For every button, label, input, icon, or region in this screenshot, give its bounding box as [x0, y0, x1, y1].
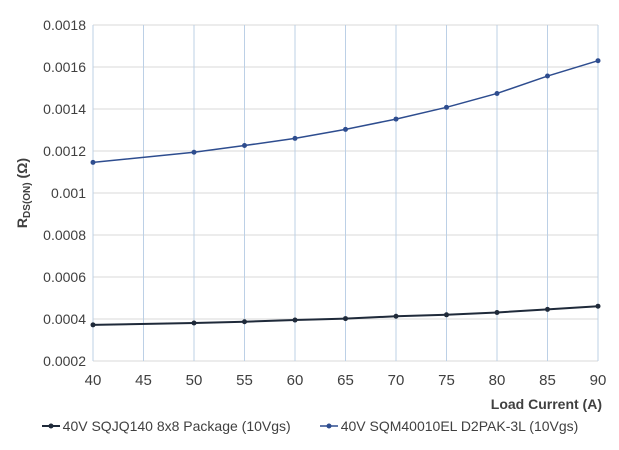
data-point	[494, 309, 500, 315]
x-tick-label: 65	[337, 372, 354, 389]
data-point	[242, 143, 247, 149]
y-tick-label: 0.0012	[43, 143, 86, 159]
y-tick-label: 0.0008	[43, 227, 86, 243]
data-point	[444, 104, 449, 110]
legend-label: 40V SQJQ140 8x8 Package (10Vgs)	[62, 418, 291, 434]
data-point	[191, 149, 197, 155]
data-point	[595, 303, 601, 309]
y-tick-label: 0.0016	[43, 59, 86, 75]
data-point	[595, 58, 601, 64]
data-point	[242, 319, 247, 325]
x-tick-label: 45	[135, 372, 152, 389]
x-tick-label: 70	[388, 372, 405, 389]
x-tick-label: 50	[186, 372, 203, 389]
x-tick-label: 55	[236, 372, 253, 389]
x-tick-label: 85	[539, 372, 556, 389]
legend: 40V SQJQ140 8x8 Package (10Vgs) 40V SQM4…	[0, 418, 619, 434]
data-point	[545, 73, 550, 79]
series-line-0	[92, 305, 599, 326]
data-point	[545, 306, 550, 312]
x-tick-label: 90	[590, 372, 607, 389]
data-point	[292, 135, 298, 141]
y-tick-label: 0.0006	[43, 269, 86, 285]
x-tick-label: 75	[438, 372, 455, 389]
data-point	[191, 320, 197, 326]
y-tick-label: 0.001	[51, 185, 86, 201]
y-tick-label: 0.0002	[43, 353, 86, 369]
legend-marker-icon	[319, 423, 338, 429]
legend-label: 40V SQM40010EL D2PAK-3L (10Vgs)	[340, 418, 579, 434]
x-tick-label: 40	[85, 372, 102, 389]
legend-marker-icon	[41, 423, 60, 429]
data-point	[292, 317, 298, 323]
data-point	[393, 313, 399, 319]
legend-item-sqm40010el: 40V SQM40010EL D2PAK-3L (10Vgs)	[319, 418, 579, 434]
data-point	[343, 126, 348, 132]
x-tick-label: 60	[287, 372, 304, 389]
data-point	[343, 316, 348, 322]
legend-item-sqjq140: 40V SQJQ140 8x8 Package (10Vgs)	[41, 418, 291, 434]
y-tick-label: 0.0018	[43, 17, 86, 33]
y-tick-label: 0.0014	[43, 101, 86, 117]
y-axis-label: RDS(ON) (Ω)	[14, 158, 33, 228]
data-point	[494, 90, 500, 96]
series-line-1	[92, 59, 599, 164]
x-axis-label: Load Current (A)	[491, 396, 602, 412]
data-point	[444, 312, 449, 318]
data-point	[90, 322, 96, 328]
data-point	[90, 159, 96, 165]
chart-plot: 0.0002 0.0004 0.0006 0.0008 0.001 0.0012 0.001…	[14, 17, 607, 412]
data-point	[393, 116, 399, 122]
y-tick-label: 0.0004	[43, 311, 86, 327]
x-tick-label: 80	[489, 372, 506, 389]
